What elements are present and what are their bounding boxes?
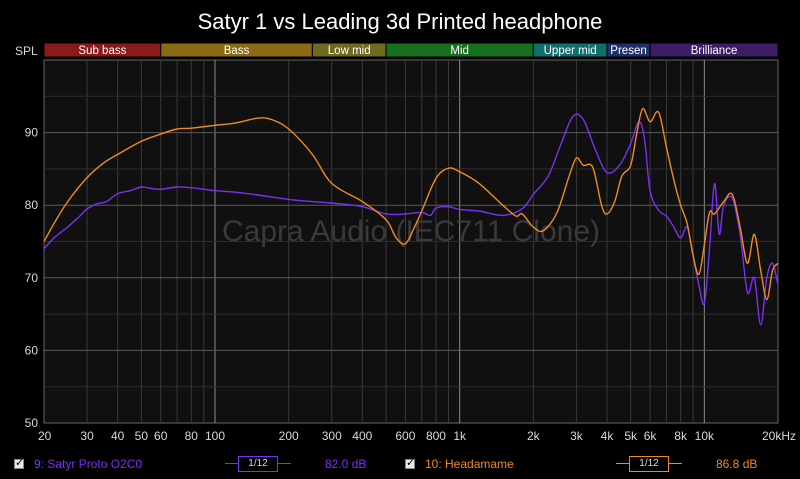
x-tick-4k: 4k <box>601 429 615 443</box>
y-tick-50: 50 <box>25 416 39 430</box>
x-tick-20kHz: 20kHz <box>762 429 796 443</box>
band-label-mid: Mid <box>450 45 469 57</box>
frequency-bands: Sub bass Bass Low mid Mid Upper mid Presen Bri… <box>43 42 779 58</box>
band-label-low-mid: Low mid <box>328 45 371 57</box>
band-label-bass: Bass <box>224 45 250 57</box>
y-tick-70: 70 <box>25 271 39 285</box>
x-tick-800: 800 <box>426 429 446 443</box>
x-tick-80: 80 <box>185 429 199 443</box>
legend-label-1: 9: Satyr Proto O2C0 <box>34 457 143 471</box>
legend-checkbox-1[interactable] <box>14 456 24 469</box>
chart-title: Satyr 1 vs Leading 3d Printed headphone <box>198 9 603 34</box>
y-tick-90: 90 <box>25 126 39 140</box>
legend-checkbox-2[interactable] <box>405 456 415 469</box>
legend-value-2-wrap: 86.8 dB <box>716 452 757 476</box>
smoothing-line-right-1 <box>278 463 291 464</box>
x-tick-10k: 10k <box>695 429 715 443</box>
series-line-2 <box>43 107 779 301</box>
x-tick-300: 300 <box>322 429 342 443</box>
smoothing-line-right-2 <box>669 463 682 464</box>
watermark: Capra Audio (IEC711 Clone) <box>222 215 600 248</box>
legend-value-1: 82.0 dB <box>325 457 367 471</box>
legend-item-2[interactable]: 10: Headamame <box>405 452 514 476</box>
x-tick-60: 60 <box>154 429 168 443</box>
x-tick-2k: 2k <box>527 429 541 443</box>
x-tick-20: 20 <box>38 429 52 443</box>
smoothing-badge-2[interactable]: 1/12 <box>629 456 669 472</box>
y-axis-label: SPL <box>15 44 38 58</box>
x-tick-3k: 3k <box>570 429 584 443</box>
x-axis-ticks: 20 30 40 50 60 80 100 200 300 400 600 800 1k 2k 3k 4k 5k… <box>38 429 796 443</box>
x-tick-400: 400 <box>352 429 372 443</box>
legend-value-2: 86.8 dB <box>716 457 758 471</box>
x-tick-1k: 1k <box>453 429 467 443</box>
smoothing-badge-1[interactable]: 1/12 <box>238 456 278 472</box>
x-tick-30: 30 <box>80 429 94 443</box>
x-tick-6k: 6k <box>644 429 658 443</box>
y-axis-ticks: 50 60 70 80 90 <box>25 126 39 430</box>
x-tick-600: 600 <box>395 429 415 443</box>
x-tick-50: 50 <box>135 429 149 443</box>
legend-item-1[interactable]: 9: Satyr Proto O2C0 <box>14 452 142 476</box>
x-tick-5k: 5k <box>624 429 638 443</box>
x-tick-200: 200 <box>279 429 299 443</box>
y-tick-60: 60 <box>25 343 39 357</box>
y-tick-80: 80 <box>25 198 39 212</box>
smoothing-line-left-1 <box>225 463 238 464</box>
x-tick-8k: 8k <box>674 429 688 443</box>
legend-label-2: 10: Headamame <box>425 457 514 471</box>
series-lines <box>43 107 779 326</box>
legend-value-1-wrap: 82.0 dB <box>325 452 366 476</box>
grid <box>44 60 778 423</box>
x-tick-100: 100 <box>205 429 225 443</box>
band-label-brilliance: Brilliance <box>691 45 738 57</box>
band-label-upper-mid: Upper mid <box>544 45 597 57</box>
smoothing-line-left-2 <box>616 463 629 464</box>
band-label-presen: Presen <box>610 45 646 57</box>
band-label-sub-bass: Sub bass <box>78 45 126 57</box>
band-brilliance <box>649 42 779 58</box>
x-tick-40: 40 <box>111 429 125 443</box>
series-line-1 <box>43 113 779 326</box>
